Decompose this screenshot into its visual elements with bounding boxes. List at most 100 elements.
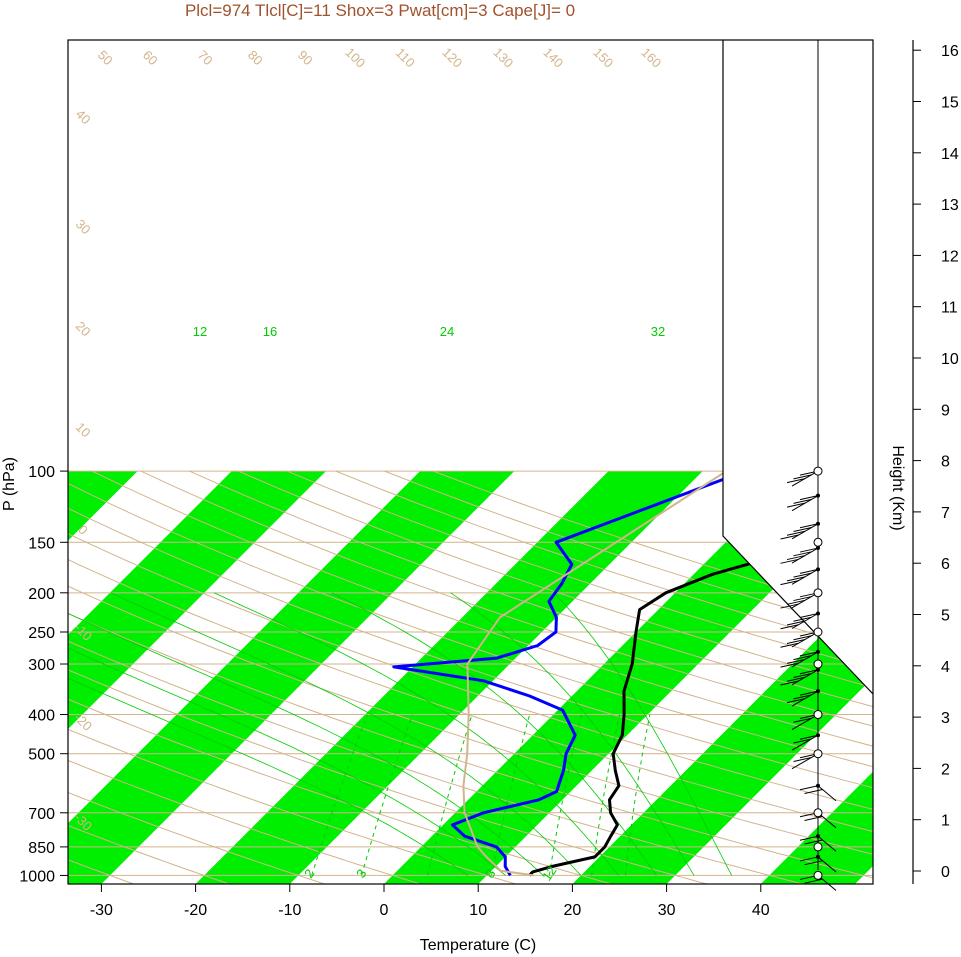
wind-barb-flag — [786, 478, 806, 484]
x-tick-label: 10 — [469, 902, 487, 919]
dry-adiabat-label: 10 — [73, 419, 94, 440]
wind-barb-flag — [804, 860, 823, 866]
height-tick-label: 13 — [941, 197, 959, 214]
dry-adiabat-label: 60 — [140, 47, 161, 68]
dry-adiabat — [68, 640, 803, 884]
dry-adiabat — [68, 728, 516, 884]
height-tick-label: 0 — [941, 864, 950, 881]
wind-barb-flag — [786, 502, 806, 508]
wind-barb-flag — [780, 580, 799, 586]
x-tick-label: -20 — [184, 902, 207, 919]
mixing-ratio-label: 3 — [353, 866, 369, 881]
height-tick-label: 7 — [941, 505, 950, 522]
height-tick-label: 5 — [941, 608, 950, 625]
wind-barb-dot — [816, 493, 820, 498]
wind-barb-dot — [816, 783, 820, 788]
wind-barb-dot — [816, 611, 820, 616]
wind-panel-background — [723, 40, 873, 694]
height-tick-label: 4 — [941, 659, 950, 676]
dry-adiabat-label: 140 — [540, 45, 566, 71]
p-tick-label: 150 — [28, 535, 55, 552]
dry-adiabat-label: 40 — [73, 106, 94, 127]
dry-adiabat — [68, 585, 873, 855]
p-tick-label: 1000 — [19, 868, 55, 885]
height-tick-label: 1 — [941, 813, 950, 830]
chart-title: Plcl=974 Tlcl[C]=11 Shox=3 Pwat[cm]=3 Ca… — [185, 1, 575, 20]
dry-adiabat — [68, 612, 873, 879]
wind-barb-flag — [793, 717, 812, 723]
x-tick-label: 0 — [380, 902, 389, 919]
height-tick-label: 14 — [941, 146, 959, 163]
wind-barb-flag — [804, 839, 823, 845]
moist-adiabat-temp-label: 16 — [263, 324, 277, 339]
wind-barb-flag — [799, 651, 819, 657]
height-tick-label: 16 — [941, 43, 959, 60]
mixing-ratio-line — [311, 714, 368, 876]
mixing-ratio-line — [491, 714, 531, 876]
wind-level-circle — [813, 808, 823, 818]
wind-barb-flag — [786, 620, 806, 626]
wind-barb — [780, 521, 820, 540]
wind-barb-flag — [793, 655, 812, 661]
wind-barb — [799, 783, 837, 802]
mixing-ratio-line — [548, 714, 583, 876]
wind-barb-flag — [799, 734, 819, 740]
wind-barb — [780, 546, 820, 564]
temperature-band — [572, 583, 873, 884]
temperature-band — [68, 471, 138, 541]
wind-barb — [799, 834, 837, 852]
wind-barb-shaft — [817, 856, 837, 873]
wind-barb — [780, 567, 820, 586]
wind-level-circle — [813, 710, 823, 720]
dry-adiabat — [140, 470, 873, 727]
wind-barb-flag — [799, 835, 819, 841]
height-tick-label: 8 — [941, 454, 950, 471]
wind-level-circle — [813, 588, 823, 598]
height-tick-label: 9 — [941, 402, 950, 419]
x-tick-label: 40 — [752, 902, 770, 919]
dry-adiabat-label: 130 — [490, 45, 516, 71]
wind-level-circle — [813, 870, 823, 880]
temperature-band — [68, 471, 326, 729]
wind-barb-flag — [804, 788, 823, 794]
wind-barb-flag — [793, 694, 812, 700]
p-tick-label: 850 — [28, 840, 55, 857]
dry-adiabat-label: 90 — [295, 47, 316, 68]
moist-adiabat — [331, 592, 657, 876]
dry-adiabat — [68, 698, 612, 884]
wind-barb-dot — [816, 689, 820, 694]
wind-barb-dot — [816, 733, 820, 738]
wind-barb-flag — [786, 599, 806, 605]
wind-barb — [780, 649, 820, 668]
wind-barb-dot — [816, 649, 820, 654]
moist-adiabat — [68, 677, 469, 876]
wind-barb-shaft — [817, 785, 837, 802]
wind-barb-flag — [799, 568, 819, 574]
p-tick-label: 100 — [28, 464, 55, 481]
dry-adiabat — [68, 791, 325, 884]
wind-barb — [780, 611, 820, 630]
wind-barb-flag — [799, 785, 819, 791]
moist-adiabat — [553, 592, 733, 876]
moist-adiabat-temp-label: 12 — [193, 324, 207, 339]
mixing-ratio-label: 2 — [301, 866, 317, 881]
wind-barb-flag — [799, 613, 819, 618]
temperature-line — [528, 522, 873, 877]
dry-adiabat-label: 110 — [393, 45, 418, 70]
wind-barb — [780, 667, 820, 686]
moist-adiabat — [68, 647, 506, 876]
wind-barb-flag — [786, 576, 806, 582]
wind-barb — [786, 689, 820, 707]
wind-barb-flag — [786, 639, 806, 644]
wind-barb-flag — [780, 603, 799, 609]
wind-barb-dot — [816, 567, 820, 572]
wind-barb-flag — [786, 676, 806, 682]
wind-barb-shaft — [817, 835, 837, 852]
wind-barb-dot — [816, 854, 820, 859]
mixing-ratio-label: 12 — [539, 863, 560, 883]
dewpoint-line — [392, 469, 746, 877]
x-tick-label: 30 — [658, 902, 676, 919]
moist-adiabat-temp-label: 32 — [651, 324, 665, 339]
dry-adiabat-label: 30 — [73, 216, 94, 237]
